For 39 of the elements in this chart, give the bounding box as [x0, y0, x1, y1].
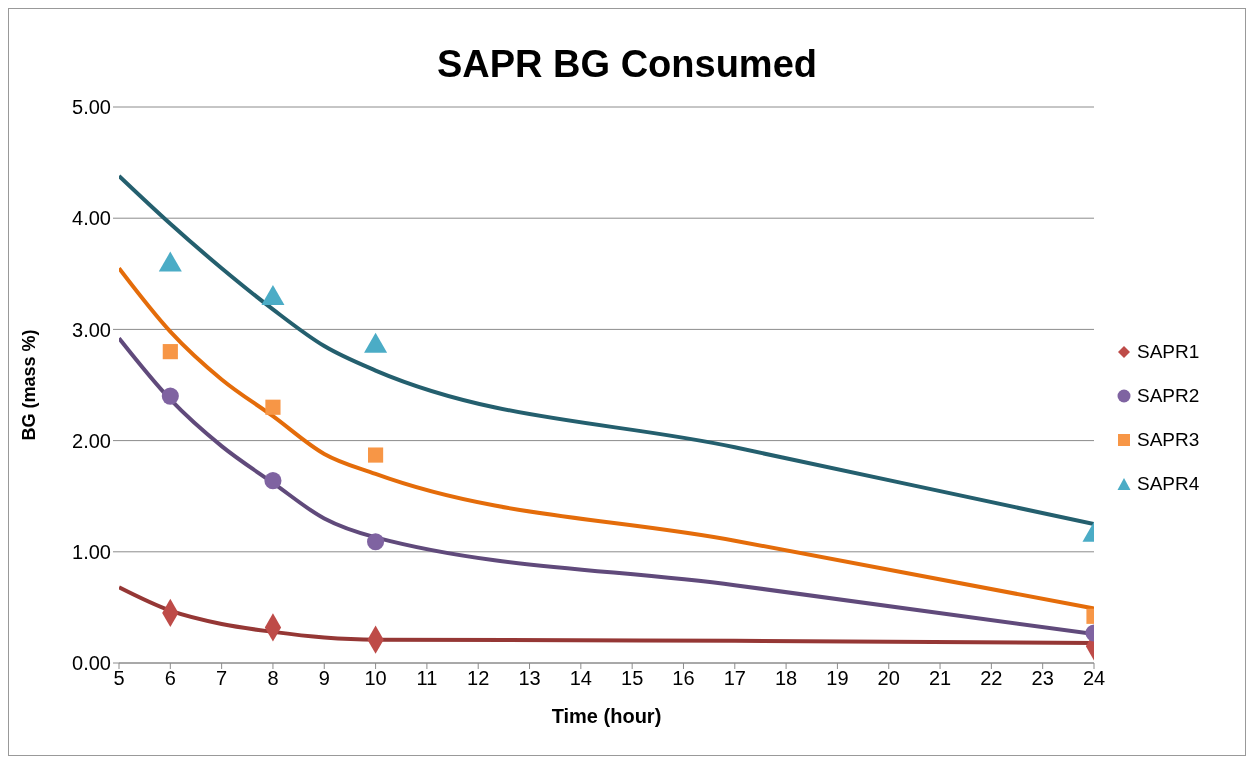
y-tick-label: 5.00	[72, 96, 111, 119]
x-tick-label: 24	[1082, 667, 1106, 690]
x-tick-label: 11	[416, 667, 438, 690]
legend-label: SAPR1	[1137, 341, 1200, 363]
x-tick-label: 10	[364, 667, 387, 690]
legend-label: SAPR2	[1137, 385, 1200, 407]
point	[368, 447, 384, 463]
x-axis-title: Time (hour)	[551, 705, 662, 727]
x-tick-label: 13	[518, 667, 541, 690]
x-tick-label: 12	[467, 667, 490, 690]
chart-title: SAPR BG Consumed	[435, 43, 818, 87]
x-tick-label: 9	[318, 667, 330, 690]
y-tick-label: 0.00	[72, 652, 111, 675]
y-axis-title: BG (mass %)	[19, 329, 40, 441]
x-tick-label: 8	[267, 667, 279, 690]
point	[265, 399, 281, 415]
point	[161, 387, 179, 405]
x-tick-label: 14	[569, 667, 592, 690]
point	[367, 533, 385, 551]
x-tick-label: 18	[774, 667, 798, 690]
point	[162, 344, 178, 360]
x-tick-label: 6	[164, 667, 176, 690]
x-tick-label: 20	[877, 667, 900, 690]
x-tick-label: 7	[216, 667, 228, 690]
x-tick-label: 19	[826, 667, 849, 690]
legend-label: SAPR4	[1137, 473, 1200, 495]
x-tick-label: 5	[113, 667, 125, 690]
x-tick-label: 23	[1031, 667, 1054, 690]
y-tick-label: 1.00	[72, 540, 111, 563]
x-tick-label: 15	[621, 667, 644, 690]
y-tick-label: 3.00	[72, 318, 111, 341]
y-tick-label: 4.00	[72, 207, 111, 230]
legend-label: SAPR3	[1137, 429, 1200, 451]
x-tick-label: 17	[723, 667, 746, 690]
x-tick-label: 21	[928, 667, 952, 690]
x-tick-label: 16	[672, 667, 695, 690]
x-tick-label: 22	[980, 667, 1003, 690]
point	[264, 472, 282, 490]
y-tick-label: 2.00	[72, 429, 111, 452]
